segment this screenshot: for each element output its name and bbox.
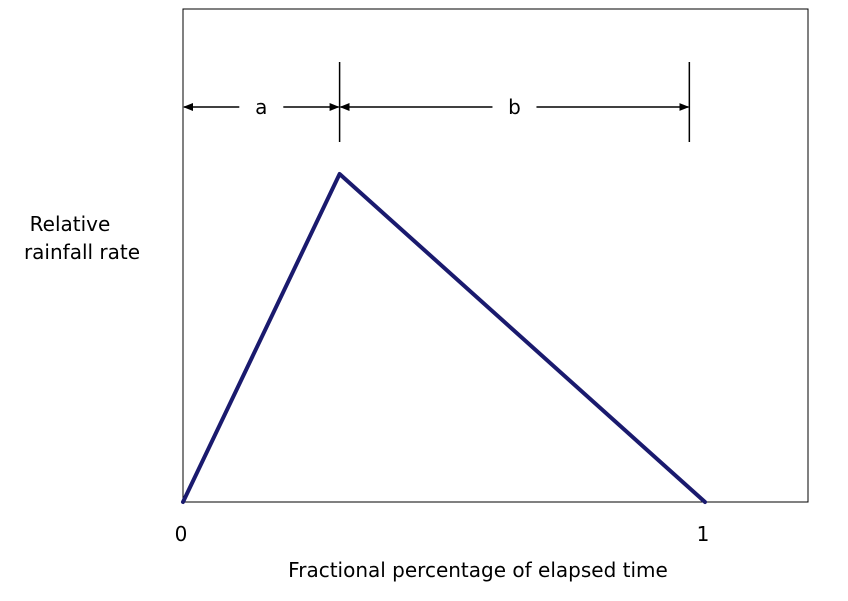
x-tick-label-0: 0 [175,522,188,546]
series-line [181,172,707,504]
plot-frame [182,8,809,503]
annotation-label-b: b [508,95,521,119]
y-axis-label-line-2: rainfall rate [24,240,140,264]
y-axis-label-line-1: Relative [30,212,111,236]
x-tick-label-1: 1 [697,522,710,546]
annotation-label-a: a [255,95,267,119]
x-axis-label: Fractional percentage of elapsed time [288,558,668,582]
